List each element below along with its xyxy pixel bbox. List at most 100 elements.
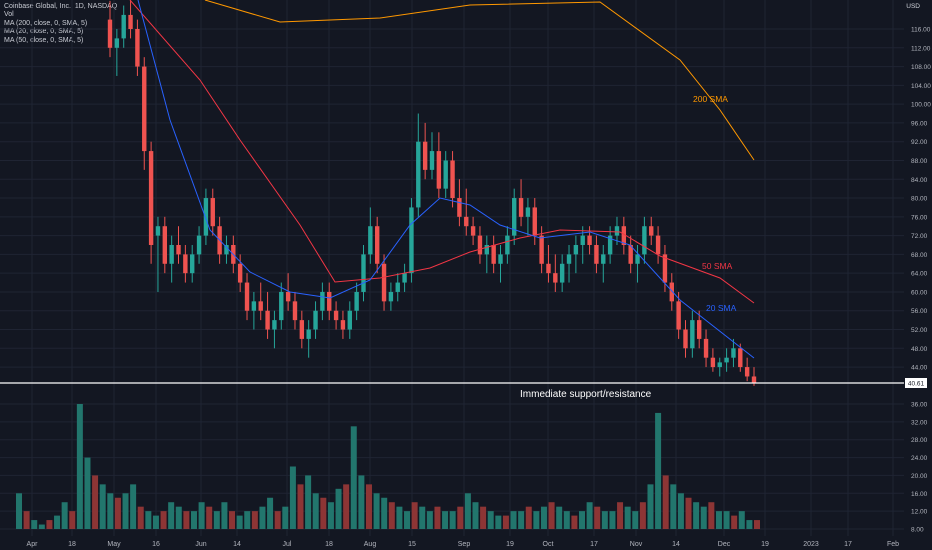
candle-body bbox=[429, 151, 435, 170]
candle-body bbox=[258, 301, 263, 311]
volume-bar bbox=[130, 484, 137, 529]
y-tick-label: 56.00 bbox=[911, 308, 928, 315]
volume-bar bbox=[152, 515, 159, 529]
volume-bar bbox=[38, 524, 45, 529]
volume-bar bbox=[23, 511, 30, 529]
candle-body bbox=[649, 226, 654, 236]
volume-bar bbox=[350, 426, 357, 529]
volume-bar bbox=[289, 466, 296, 529]
x-tick-label: Oct bbox=[543, 541, 554, 548]
candle-body bbox=[601, 254, 606, 264]
volume-bar bbox=[632, 511, 639, 529]
volume-bar bbox=[327, 502, 334, 529]
volume-bar bbox=[160, 511, 167, 529]
indicator-sma200[interactable]: MA (200, close, 0, SMA, 5) bbox=[4, 19, 88, 27]
candle-body bbox=[409, 207, 414, 274]
volume-bar bbox=[601, 511, 608, 529]
x-tick-label: 19 bbox=[761, 541, 769, 548]
y-tick-label: 48.00 bbox=[911, 346, 928, 353]
candle-body bbox=[559, 263, 565, 283]
candle-body bbox=[251, 301, 257, 311]
volume-bar bbox=[624, 506, 631, 529]
candle-body bbox=[518, 198, 524, 217]
support-annotation: Immediate support/resistance bbox=[520, 389, 652, 400]
volume-bar bbox=[556, 506, 563, 529]
candle-body bbox=[525, 207, 531, 217]
candle-body bbox=[224, 244, 229, 255]
candle-body bbox=[669, 282, 674, 302]
x-tick-label: 14 bbox=[672, 541, 680, 548]
volume-bar bbox=[236, 515, 243, 529]
candle-body bbox=[292, 301, 298, 321]
volume-bar bbox=[305, 475, 312, 529]
y-tick-label: 68.00 bbox=[911, 252, 928, 259]
volume-bar bbox=[388, 502, 395, 529]
volume-bar bbox=[16, 493, 22, 529]
volume-bar bbox=[700, 506, 707, 529]
volume-bar bbox=[510, 511, 517, 529]
volume-bar bbox=[518, 511, 525, 529]
x-tick-label: Sep bbox=[458, 541, 471, 548]
annotation-20-sma: 20 SMA bbox=[706, 303, 737, 313]
candle-body bbox=[190, 254, 195, 274]
indicator-vol[interactable]: Vol bbox=[4, 11, 14, 19]
symbol-title: Coinbase Global, Inc., 1D, NASDAQ bbox=[4, 3, 118, 10]
volume-bar bbox=[145, 511, 152, 529]
candle-body bbox=[320, 291, 325, 311]
candle-body bbox=[148, 151, 154, 245]
candle-body bbox=[176, 244, 181, 255]
candle-body bbox=[368, 226, 373, 255]
volume-bar bbox=[731, 515, 738, 529]
volume-bar bbox=[563, 511, 570, 529]
volume-bar bbox=[31, 520, 38, 529]
volume-tick-label: 24.00 bbox=[911, 455, 928, 462]
candle-body bbox=[327, 291, 332, 311]
candle-body bbox=[696, 320, 702, 339]
volume-bar bbox=[442, 511, 449, 529]
y-tick-label: 76.00 bbox=[911, 214, 928, 221]
volume-bar bbox=[746, 520, 753, 529]
volume-bar bbox=[168, 502, 175, 529]
volume-bar bbox=[495, 515, 502, 529]
candle-body bbox=[470, 226, 476, 236]
volume-bar bbox=[754, 520, 760, 529]
x-tick-label: Feb bbox=[887, 541, 899, 548]
volume-bar bbox=[297, 484, 304, 529]
candle-body bbox=[717, 362, 722, 368]
x-tick-label: Jul bbox=[283, 541, 292, 548]
candle-body bbox=[135, 29, 140, 67]
candle-body bbox=[594, 244, 599, 264]
volume-bar bbox=[206, 506, 213, 529]
volume-bar bbox=[267, 497, 274, 529]
indicator-sma20[interactable]: MA (20, close, 0, SMA, 5) bbox=[4, 28, 84, 36]
indicator-sma50[interactable]: MA (50, close, 0, SMA, 5) bbox=[4, 36, 84, 44]
volume-bar bbox=[69, 511, 76, 529]
candle-body bbox=[272, 320, 277, 330]
volume-bar bbox=[647, 484, 654, 529]
volume-bar bbox=[540, 506, 547, 529]
candle-body bbox=[690, 320, 695, 349]
candle-body bbox=[703, 338, 709, 358]
volume-bar bbox=[548, 502, 555, 529]
y-tick-label: 60.00 bbox=[911, 289, 928, 296]
candle-body bbox=[395, 282, 400, 292]
candle-body bbox=[710, 357, 716, 368]
candle-body bbox=[313, 310, 318, 330]
candle-body bbox=[107, 19, 113, 48]
candle-body bbox=[416, 141, 421, 208]
candle-body bbox=[744, 367, 750, 377]
volume-bar bbox=[426, 511, 433, 529]
candle-body bbox=[566, 254, 572, 264]
volume-bar bbox=[221, 502, 228, 529]
volume-bar bbox=[335, 488, 342, 529]
candle-body bbox=[505, 235, 510, 255]
volume-bar bbox=[107, 493, 114, 529]
y-tick-label: 80.00 bbox=[911, 196, 928, 203]
x-tick-label: Aug bbox=[364, 541, 377, 548]
candle-body bbox=[402, 273, 407, 283]
volume-bar bbox=[358, 475, 365, 529]
volume-bar bbox=[586, 502, 593, 529]
volume-bar bbox=[449, 511, 456, 529]
volume-bar bbox=[137, 506, 144, 529]
